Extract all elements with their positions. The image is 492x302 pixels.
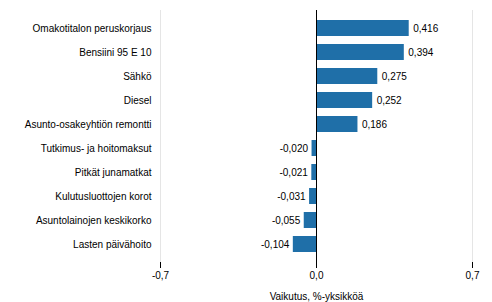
svg-text:Pitkät junamatkat: Pitkät junamatkat	[75, 167, 152, 178]
svg-text:0,186: 0,186	[362, 119, 387, 130]
svg-text:Vaikutus, %-yksikköä: Vaikutus, %-yksikköä	[270, 291, 364, 302]
svg-text:Lasten päivähoito: Lasten päivähoito	[73, 239, 152, 250]
svg-text:Asuntolainojen keskikorko: Asuntolainojen keskikorko	[36, 215, 152, 226]
svg-text:Bensiini 95 E 10: Bensiini 95 E 10	[79, 47, 152, 58]
svg-text:Asunto-osakeyhtiön remontti: Asunto-osakeyhtiön remontti	[25, 119, 152, 130]
svg-text:Kulutusluottojen korot: Kulutusluottojen korot	[55, 191, 151, 202]
svg-text:-0,055: -0,055	[272, 215, 301, 226]
svg-text:-0,021: -0,021	[279, 167, 308, 178]
svg-text:0,7: 0,7	[466, 270, 480, 281]
svg-text:-0,7: -0,7	[152, 270, 170, 281]
svg-text:-0,104: -0,104	[261, 239, 290, 250]
svg-text:-0,020: -0,020	[280, 143, 309, 154]
svg-text:Sähkö: Sähkö	[123, 71, 152, 82]
svg-text:0,275: 0,275	[382, 71, 407, 82]
svg-text:Diesel: Diesel	[124, 95, 152, 106]
svg-text:0,252: 0,252	[377, 95, 402, 106]
svg-text:0,394: 0,394	[408, 47, 433, 58]
svg-text:-0,031: -0,031	[277, 191, 306, 202]
svg-text:Tutkimus- ja hoitomaksut: Tutkimus- ja hoitomaksut	[41, 143, 152, 154]
svg-text:0,416: 0,416	[413, 23, 438, 34]
svg-text:0,0: 0,0	[310, 270, 324, 281]
svg-text:Omakotitalon peruskorjaus: Omakotitalon peruskorjaus	[33, 23, 152, 34]
